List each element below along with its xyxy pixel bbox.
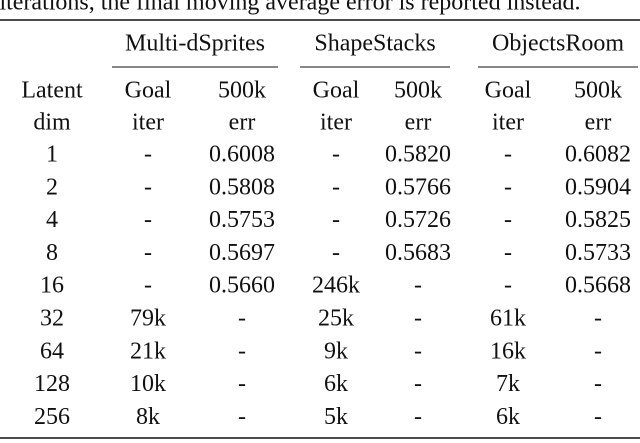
cell: 246k [312, 273, 360, 299]
cell: - [594, 404, 602, 430]
cell: - [414, 404, 422, 430]
row-label: 64 [40, 338, 64, 364]
cell: 0.6008 [209, 142, 275, 168]
row-label: 16 [40, 273, 64, 299]
cell: - [594, 371, 602, 397]
cell: - [504, 273, 512, 299]
cell: 0.5753 [209, 207, 275, 233]
caption: iterations, the final moving average err… [0, 0, 581, 16]
column-header: Goal [313, 78, 360, 104]
cell: 25k [318, 306, 354, 332]
cell: 21k [130, 338, 166, 364]
column-header: 500k [394, 78, 442, 104]
cell: - [594, 338, 602, 364]
column-header: Goal [485, 78, 532, 104]
cell: - [238, 404, 246, 430]
cell: 0.5697 [209, 240, 275, 266]
group-header: Multi-dSprites [125, 31, 265, 57]
cell: - [504, 142, 512, 168]
cell: 79k [130, 306, 166, 332]
cell: - [332, 174, 340, 200]
row-label: 128 [34, 371, 70, 397]
row-label: 256 [34, 404, 70, 430]
column-header: iter [132, 110, 164, 136]
cell: 0.5825 [565, 207, 631, 233]
cell: - [504, 240, 512, 266]
column-header: 500k [218, 78, 266, 104]
cell: 0.6082 [565, 142, 631, 168]
cell: - [332, 240, 340, 266]
cell: 0.5733 [565, 240, 631, 266]
row-label: 8 [46, 240, 58, 266]
row-label: 32 [40, 306, 64, 332]
column-header: iter [320, 110, 352, 136]
cell: - [332, 207, 340, 233]
cell: 0.5726 [385, 207, 451, 233]
cell: 61k [490, 306, 526, 332]
cell: - [414, 273, 422, 299]
row-label: 2 [46, 174, 58, 200]
cell: 0.5766 [385, 174, 451, 200]
column-header: err [405, 110, 432, 136]
cell: 16k [490, 338, 526, 364]
cell: 10k [130, 371, 166, 397]
column-header: err [585, 110, 612, 136]
cell: 0.5808 [209, 174, 275, 200]
cell: 0.5683 [385, 240, 451, 266]
cell: - [414, 371, 422, 397]
cell: - [144, 273, 152, 299]
cell: - [144, 174, 152, 200]
cell: - [332, 142, 340, 168]
cell: - [504, 174, 512, 200]
cell: 5k [324, 404, 348, 430]
cell: - [504, 207, 512, 233]
cell: 9k [324, 338, 348, 364]
column-header: err [229, 110, 256, 136]
row-header: Latent [21, 78, 83, 104]
cell: - [414, 338, 422, 364]
cell: 7k [496, 371, 520, 397]
cell: 0.5820 [385, 142, 451, 168]
cell: - [238, 371, 246, 397]
row-label: 1 [46, 142, 58, 168]
cell: 6k [496, 404, 520, 430]
row-header: dim [33, 110, 71, 136]
cell: - [238, 306, 246, 332]
cell: 8k [136, 404, 160, 430]
group-header: ObjectsRoom [492, 31, 624, 57]
cell: - [144, 240, 152, 266]
column-header: Goal [125, 78, 172, 104]
cell: - [144, 207, 152, 233]
row-label: 4 [46, 207, 58, 233]
group-header: ShapeStacks [314, 31, 435, 57]
cell: - [594, 306, 602, 332]
cell: 0.5904 [565, 174, 631, 200]
cell: 0.5668 [565, 273, 631, 299]
cell: 0.5660 [209, 273, 275, 299]
cell: - [414, 306, 422, 332]
cell: 6k [324, 371, 348, 397]
cell: - [238, 338, 246, 364]
column-header: iter [492, 110, 524, 136]
column-header: 500k [574, 78, 622, 104]
cell: - [144, 142, 152, 168]
